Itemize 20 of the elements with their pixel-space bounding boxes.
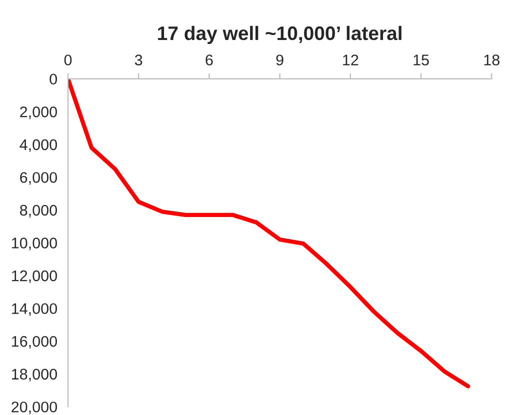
y-tick-label: 18,000 <box>12 368 57 382</box>
y-tick-label: 10,000 <box>12 238 57 250</box>
y-tick-label: 8,000 <box>20 204 57 218</box>
y-tick-label: 14,000 <box>12 303 57 316</box>
y-tick-label: 20,000 <box>12 402 57 414</box>
x-tick-label: 6 <box>206 54 213 66</box>
y-tick-label: 4,000 <box>20 139 57 152</box>
x-tick-label: 3 <box>134 54 142 66</box>
y-tick-label: 0 <box>50 74 57 85</box>
x-tick-label: 12 <box>343 54 358 66</box>
x-tick-label: 9 <box>276 54 284 66</box>
y-tick-label: 6,000 <box>20 172 57 185</box>
line-series <box>68 78 470 388</box>
chart-title: 17 day well ~10,000’ lateral <box>158 26 402 44</box>
x-tick-label: 0 <box>64 54 72 66</box>
y-tick-label: 16,000 <box>12 336 57 349</box>
y-tick-label: 2,000 <box>20 106 57 120</box>
y-tick-label: 12,000 <box>12 270 57 284</box>
x-tick-label: 18 <box>484 54 500 66</box>
x-tick-label: 15 <box>414 54 429 66</box>
